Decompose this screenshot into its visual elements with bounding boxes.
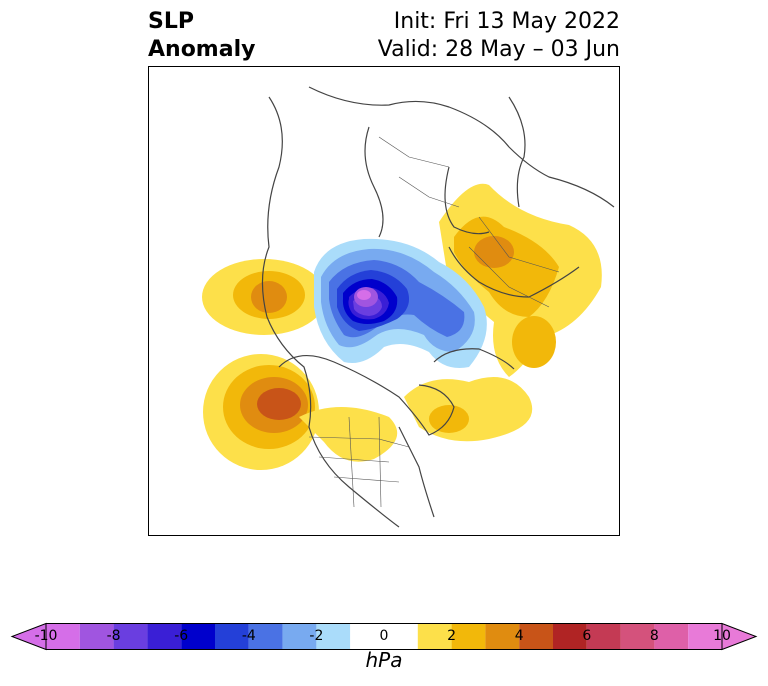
colorbar-segment [485, 623, 520, 650]
colorbar-segment [181, 623, 215, 650]
coastlines [261, 86, 615, 528]
colorbar-tick-label: -2 [309, 628, 324, 644]
colorbar-tick-label: -8 [106, 628, 121, 644]
map-svg [202, 86, 615, 528]
colorbar-segment [350, 623, 418, 650]
init-date: Init: Fri 13 May 2022 [393, 9, 620, 34]
valid-period: Valid: 28 May – 03 Jun [377, 37, 620, 62]
colorbar-segment [113, 623, 148, 650]
colorbar-tick-label: 0 [379, 628, 389, 644]
title-slp: SLP [148, 9, 194, 34]
colorbar-segment [215, 623, 249, 650]
colorbar-segment [688, 623, 722, 650]
map-panel [148, 66, 620, 536]
atlantic-high-contours [404, 377, 533, 442]
colorbar-segment [79, 623, 114, 650]
colorbar-segment [586, 623, 621, 650]
bering-high-contours [202, 259, 326, 335]
colorbar-tick-label: 8 [649, 628, 659, 644]
colorbar-segment [553, 623, 587, 650]
colorbar-unit: hPa [365, 648, 403, 672]
colorbar-segment [316, 623, 351, 650]
north-america-high-contours [299, 407, 398, 462]
colorbar-segment [248, 623, 283, 650]
colorbar [10, 622, 758, 651]
colorbar-tick-label: -6 [174, 628, 189, 644]
anomaly-shading [202, 183, 602, 470]
colorbar-segment [451, 623, 486, 650]
colorbar-segments [46, 623, 722, 650]
colorbar-tick-label: 2 [447, 628, 457, 644]
colorbar-segment [620, 623, 655, 650]
colorbar-segment [46, 623, 80, 650]
title-anomaly: Anomaly [148, 37, 256, 62]
colorbar-outline [45, 623, 723, 650]
colorbar-segment [654, 623, 689, 650]
colorbar-segment [282, 623, 317, 650]
colorbar-tick-label: 4 [514, 628, 524, 644]
colorbar-segment [147, 623, 182, 650]
siberian-high-contours [439, 183, 602, 377]
colorbar-tick-label: 10 [713, 628, 731, 644]
map-title-right: Init: Fri 13 May 2022 Valid: 28 May – 03… [378, 8, 620, 64]
colorbar-tick-label: -4 [241, 628, 256, 644]
map-title-left: SLP Anomaly [148, 8, 255, 64]
aleutian-high-contours [203, 354, 319, 470]
borders [308, 136, 560, 508]
colorbar-segment [519, 623, 553, 650]
colorbar-segment [417, 623, 452, 650]
colorbar-tick-label: -10 [34, 628, 58, 644]
colorbar-tick-label: 6 [582, 628, 592, 644]
arctic-low-contours [314, 238, 487, 368]
